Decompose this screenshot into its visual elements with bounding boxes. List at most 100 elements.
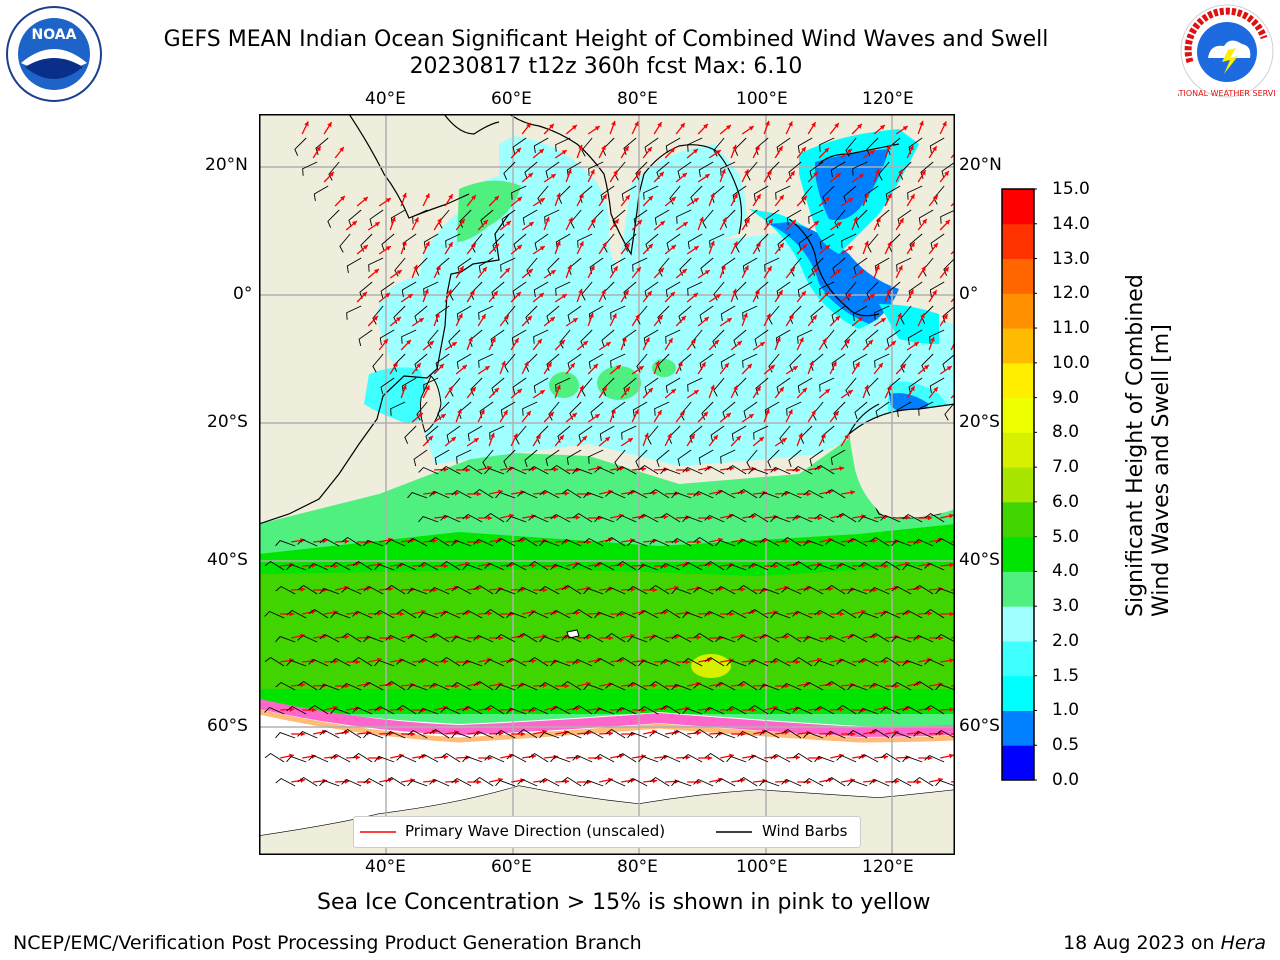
wind-barb (297, 584, 318, 595)
colorbar-segment (1002, 362, 1034, 399)
wind-barb (836, 704, 857, 715)
wave-direction-arrowhead (414, 217, 419, 223)
wind-barb (396, 704, 417, 715)
sea-ice-note: Sea Ice Concentration > 15% is shown in … (317, 890, 931, 915)
wave-direction-arrowhead (811, 122, 816, 128)
wave-direction-arrowhead (824, 197, 830, 202)
wave-direction-arrowhead (590, 169, 595, 175)
wave-direction-arrowhead (406, 339, 411, 345)
colorbar-segment (1002, 501, 1034, 538)
wind-barb (638, 609, 659, 619)
wind-barb (737, 776, 758, 787)
wave-direction-arrowhead (858, 270, 864, 275)
wind-barb (526, 257, 538, 277)
wind-barb (836, 754, 857, 763)
wind-barb (572, 704, 593, 715)
colorbar-segment (1002, 571, 1034, 607)
wind-barb (504, 353, 516, 373)
wind-barb (660, 562, 681, 571)
wave-direction-arrowhead (448, 386, 453, 392)
wave-direction-arrowhead (806, 779, 812, 785)
wave-direction-arrowhead (809, 360, 814, 366)
wave-direction-arrowhead (503, 410, 508, 416)
wind-barb (517, 682, 538, 691)
wind-barb (935, 779, 954, 787)
wind-barb (429, 728, 450, 739)
wave-direction-arrowhead (454, 683, 460, 689)
wave-direction-arrowhead (779, 386, 784, 392)
wave-direction-arrowhead (608, 682, 613, 687)
wave-direction-arrowhead (634, 409, 639, 415)
wave-direction-arrowhead (685, 755, 691, 760)
wave-direction-arrowhead (393, 362, 398, 368)
wave-direction-arrowhead (549, 411, 554, 417)
wave-direction-arrowhead (333, 659, 339, 664)
wave-direction-arrowhead (798, 432, 803, 438)
wind-barb (330, 611, 351, 619)
wind-barb (768, 353, 780, 373)
wind-barb (726, 513, 747, 523)
lon-tick-top: 40°E (365, 89, 406, 109)
wind-barb (731, 425, 747, 441)
wave-direction-arrowhead (527, 173, 533, 178)
wave-direction-arrowhead (355, 706, 360, 711)
wave-direction-arrowhead (366, 779, 372, 785)
wind-barb (372, 353, 384, 373)
wave-direction-arrowhead (612, 313, 617, 319)
wave-direction-arrowhead (872, 538, 878, 544)
wind-barb (671, 491, 692, 499)
wave-direction-arrowhead (795, 467, 801, 473)
wave-direction-arrowhead (713, 434, 718, 440)
wave-direction-arrowhead (465, 515, 471, 520)
wind-barb (473, 730, 494, 739)
wave-direction-arrowhead (913, 342, 919, 347)
wind-barb (665, 377, 681, 393)
wind-barb (434, 449, 450, 465)
wind-barb (473, 634, 494, 643)
wind-barb (836, 512, 857, 523)
wind-barb (623, 137, 637, 156)
wind-barb (756, 233, 769, 252)
wind-barb (605, 536, 626, 547)
wave-direction-arrowhead (536, 434, 541, 440)
wave-direction-arrowhead (527, 315, 532, 321)
wave-direction-arrowhead (922, 218, 927, 224)
wind-barb (588, 161, 604, 176)
wind-barb (869, 632, 890, 643)
wave-direction-arrowhead (435, 312, 440, 318)
wind-barb (880, 514, 901, 523)
wave-direction-arrowhead (883, 659, 889, 664)
wind-barb (341, 632, 362, 643)
wind-barb (790, 257, 802, 277)
wave-direction-arrowhead (644, 432, 649, 438)
wind-barb (462, 513, 483, 523)
wind-barb (836, 562, 857, 571)
wind-barb (555, 281, 571, 296)
wind-barb (902, 563, 923, 571)
wind-barb (484, 754, 505, 763)
wind-barb (720, 305, 736, 321)
wind-barb (561, 730, 582, 739)
wind-barb (286, 755, 307, 763)
wave-direction-arrowhead (932, 146, 937, 152)
wind-barb (792, 656, 813, 667)
wind-barb (517, 490, 538, 499)
wave-direction-arrowhead (494, 195, 499, 201)
wave-direction-arrowhead (340, 195, 345, 201)
wind-barb (506, 515, 527, 523)
wind-barb (819, 377, 835, 392)
wave-direction-arrowhead (289, 611, 295, 617)
wind-barb (572, 754, 593, 763)
wave-direction-arrowhead (681, 173, 687, 178)
wind-barb (933, 185, 945, 205)
wind-barb (275, 777, 296, 787)
wave-direction-arrowhead (822, 338, 827, 344)
wind-barb (726, 464, 747, 475)
wind-barb (907, 329, 923, 345)
wind-barb (891, 681, 912, 691)
wind-barb (902, 755, 923, 763)
wind-barb (545, 449, 560, 467)
lon-tick-top: 120°E (862, 89, 914, 109)
wave-direction-arrowhead (806, 491, 812, 497)
wind-barb (676, 209, 692, 224)
